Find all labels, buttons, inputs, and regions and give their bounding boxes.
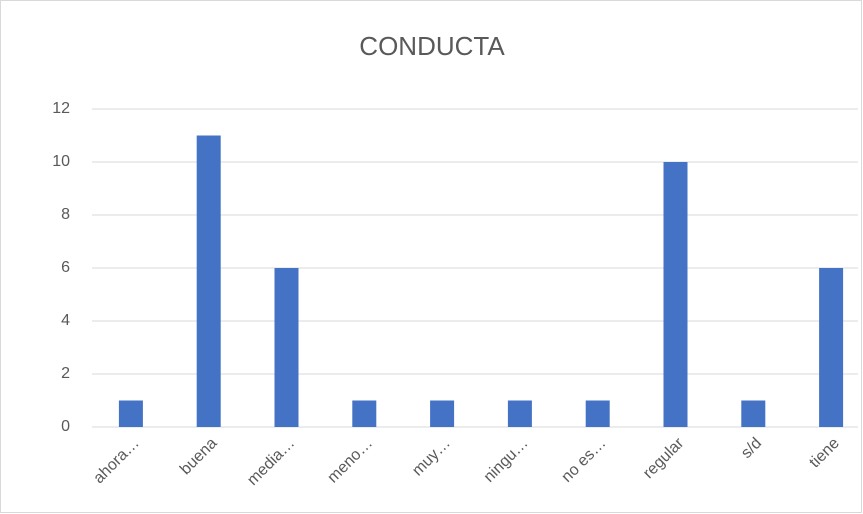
y-tick-label: 6: [61, 259, 70, 276]
bar: [819, 268, 844, 427]
y-tick-label: 12: [52, 100, 70, 117]
bar: [741, 400, 766, 427]
bar: [274, 268, 299, 427]
chart-title: CONDUCTA: [359, 31, 505, 61]
y-tick-label: 10: [52, 153, 70, 170]
bar: [430, 400, 455, 427]
bar: [352, 400, 377, 427]
y-tick-label: 0: [61, 418, 70, 435]
bar: [663, 162, 688, 427]
bar: [507, 400, 532, 427]
bar: [118, 400, 143, 427]
bar: [585, 400, 610, 427]
y-tick-label: 8: [61, 206, 70, 223]
bar: [196, 135, 221, 427]
y-tick-label: 2: [61, 365, 70, 382]
y-tick-label: 4: [61, 312, 70, 329]
